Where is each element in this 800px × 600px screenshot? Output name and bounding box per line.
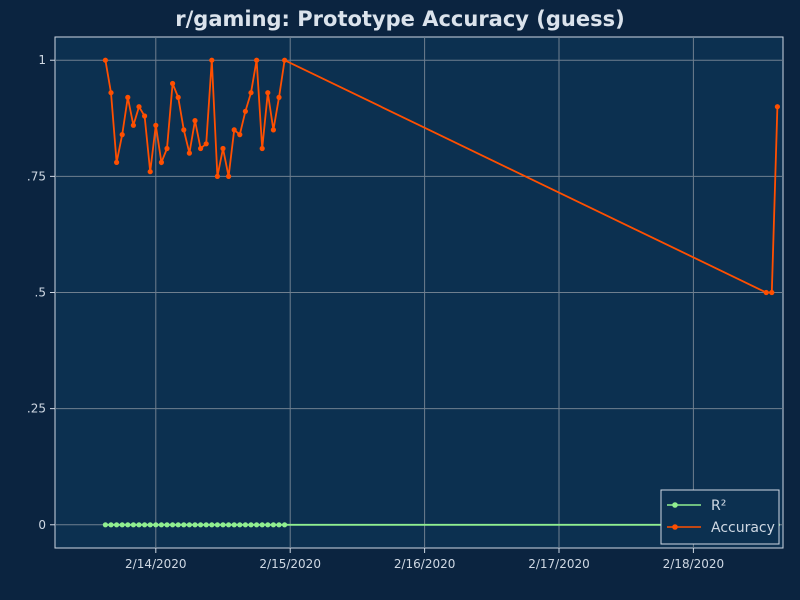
- data-point-accuracy: [186, 150, 192, 156]
- data-point-accuracy: [158, 159, 164, 165]
- y-tick-label: .5: [35, 286, 46, 300]
- data-point-accuracy: [282, 57, 288, 63]
- legend-label: R²: [711, 498, 726, 514]
- grid-lines: [55, 37, 783, 548]
- data-point-accuracy: [769, 289, 775, 296]
- data-point-accuracy: [254, 57, 260, 63]
- legend-swatch-marker: [672, 502, 678, 508]
- data-point-r-squared: [181, 522, 187, 528]
- legend-box: [660, 489, 780, 545]
- x-tick-label: 2/18/2020: [663, 557, 725, 571]
- data-point-accuracy: [265, 90, 271, 96]
- data-point-r-squared: [265, 522, 271, 528]
- data-point-accuracy: [220, 145, 226, 152]
- y-tick-label: .25: [27, 402, 46, 416]
- data-point-accuracy: [108, 90, 114, 96]
- data-point-r-squared: [153, 522, 159, 528]
- data-point-accuracy: [774, 104, 781, 110]
- data-point-r-squared: [147, 522, 153, 528]
- data-point-r-squared: [226, 522, 232, 528]
- data-point-accuracy: [242, 108, 248, 114]
- data-point-r-squared: [186, 522, 192, 528]
- y-axis-ticks: 0 .25 .5 .75 1: [27, 53, 55, 532]
- data-point-accuracy: [237, 132, 243, 138]
- data-point-accuracy: [226, 173, 232, 179]
- data-point-accuracy: [209, 57, 215, 63]
- data-point-r-squared: [198, 522, 204, 528]
- data-point-r-squared: [130, 522, 136, 528]
- y-tick-label: 1: [38, 53, 46, 67]
- data-point-accuracy: [153, 122, 159, 128]
- legend: R² Accuracy: [660, 489, 780, 545]
- data-point-accuracy: [125, 94, 131, 100]
- data-point-r-squared: [209, 522, 215, 528]
- data-point-r-squared: [192, 522, 198, 528]
- data-point-r-squared: [237, 522, 243, 528]
- data-point-accuracy: [763, 289, 769, 296]
- data-point-accuracy: [214, 173, 220, 179]
- data-point-r-squared: [142, 522, 148, 528]
- data-point-accuracy: [175, 94, 181, 100]
- x-tick-label: 2/14/2020: [125, 557, 187, 571]
- legend-item-accuracy: Accuracy: [667, 520, 775, 536]
- data-point-accuracy: [181, 127, 187, 133]
- data-point-accuracy: [248, 90, 254, 96]
- y-tick-label: 0: [38, 518, 46, 532]
- data-point-accuracy: [270, 127, 276, 133]
- data-point-accuracy: [136, 104, 142, 110]
- data-point-r-squared: [254, 522, 260, 528]
- x-tick-label: 2/16/2020: [394, 557, 456, 571]
- data-point-r-squared: [214, 522, 220, 528]
- legend-item-r-squared: R²: [667, 498, 726, 514]
- data-point-accuracy: [170, 80, 176, 87]
- data-point-r-squared: [119, 522, 125, 528]
- series-line-accuracy: [104, 58, 779, 294]
- data-point-r-squared: [102, 522, 108, 528]
- data-point-r-squared: [259, 522, 265, 528]
- data-point-r-squared: [248, 522, 254, 528]
- data-point-accuracy: [102, 57, 108, 63]
- y-tick-label: .75: [27, 169, 46, 183]
- data-point-accuracy: [259, 145, 265, 152]
- data-point-r-squared: [125, 522, 131, 528]
- x-axis-ticks: 2/14/2020 2/15/2020 2/16/2020 2/17/2020 2/18…: [125, 548, 724, 571]
- data-point-r-squared: [203, 522, 209, 528]
- data-point-r-squared: [270, 522, 276, 528]
- data-point-r-squared: [175, 522, 181, 528]
- data-point-accuracy: [147, 169, 153, 175]
- series-r-squared: [102, 522, 781, 528]
- data-point-r-squared: [114, 522, 120, 528]
- data-point-accuracy: [119, 132, 125, 138]
- data-point-accuracy: [231, 127, 237, 133]
- data-point-r-squared: [108, 522, 114, 528]
- data-point-accuracy: [203, 141, 209, 147]
- data-point-accuracy: [276, 94, 282, 100]
- data-point-r-squared: [242, 522, 248, 528]
- x-tick-label: 2/17/2020: [528, 557, 590, 571]
- data-point-r-squared: [136, 522, 142, 528]
- data-point-accuracy: [114, 159, 120, 165]
- series-accuracy: [102, 57, 781, 296]
- data-point-r-squared: [170, 522, 176, 528]
- data-point-accuracy: [130, 122, 136, 128]
- data-point-r-squared: [164, 522, 170, 528]
- data-point-accuracy: [142, 113, 148, 119]
- data-point-r-squared: [158, 522, 164, 528]
- data-point-accuracy: [198, 145, 204, 152]
- data-point-accuracy: [192, 118, 198, 124]
- chart-title: r/gaming: Prototype Accuracy (guess): [175, 7, 624, 31]
- legend-label: Accuracy: [711, 520, 775, 536]
- data-point-accuracy: [164, 145, 170, 152]
- data-point-r-squared: [276, 522, 282, 528]
- data-point-r-squared: [231, 522, 237, 528]
- data-point-r-squared: [220, 522, 226, 528]
- legend-swatch-marker: [672, 524, 678, 530]
- data-point-r-squared: [282, 522, 288, 528]
- series-lines: [102, 57, 781, 528]
- x-tick-label: 2/15/2020: [259, 557, 321, 571]
